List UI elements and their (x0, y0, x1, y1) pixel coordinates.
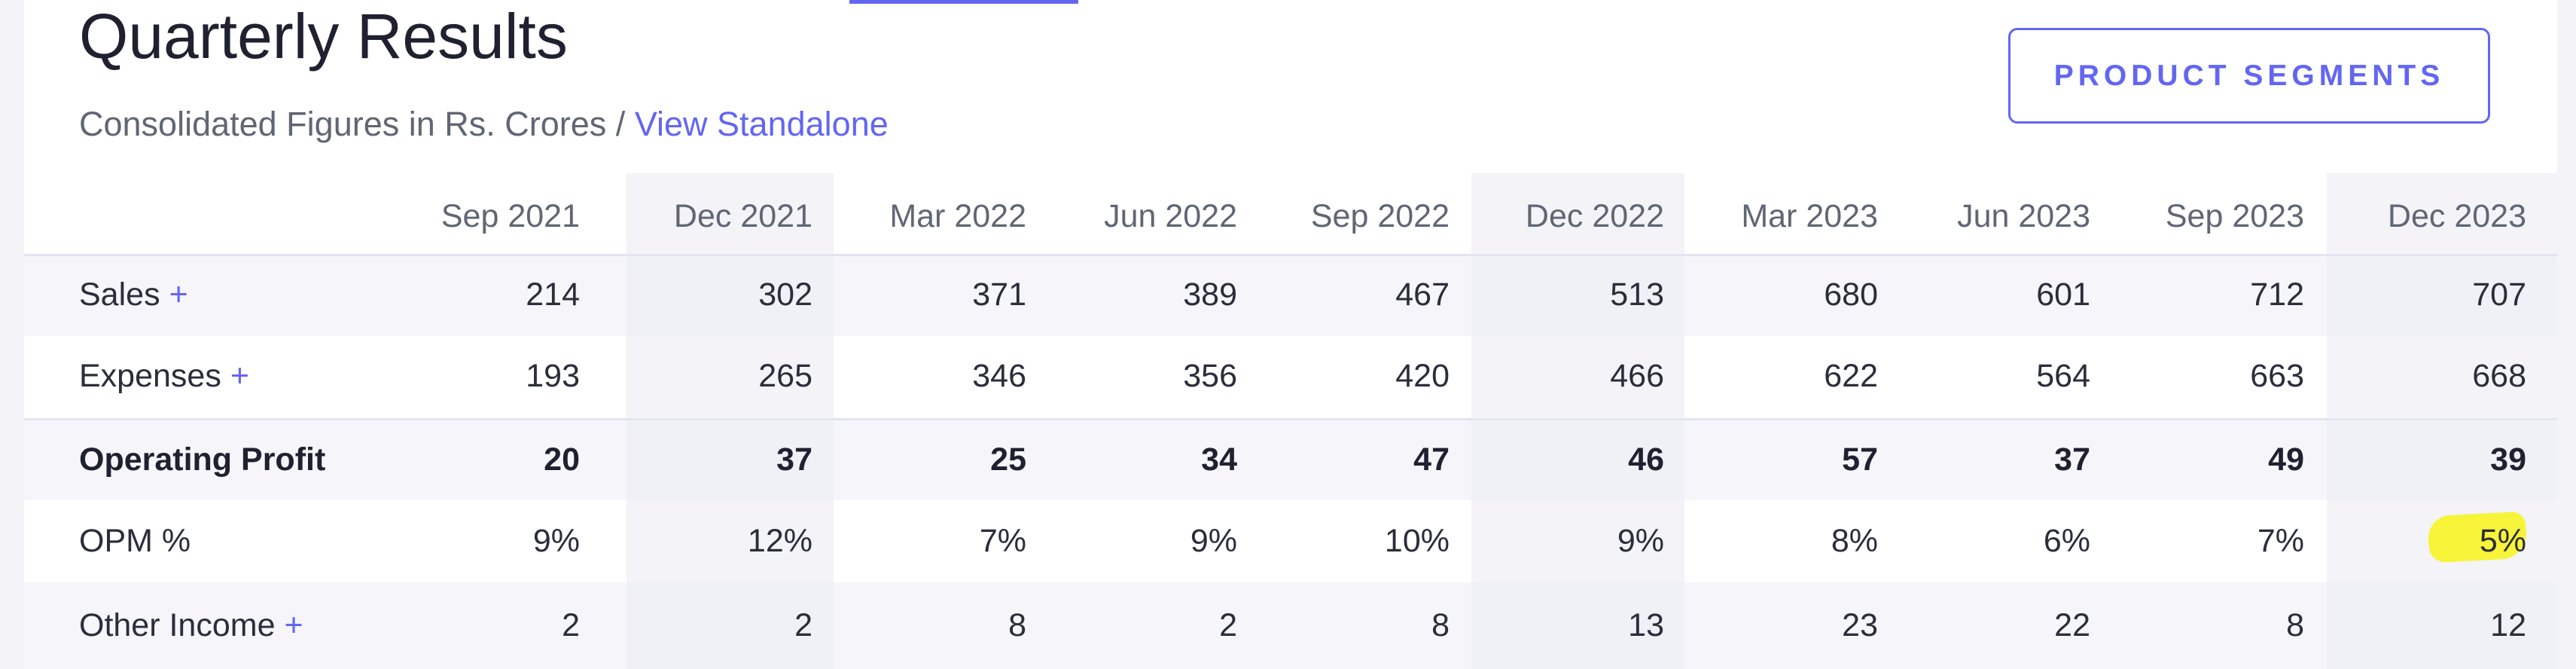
table-cell: 707 (2472, 276, 2526, 313)
table-cell: 12 (2490, 606, 2526, 643)
column-header: Sep 2021 (441, 198, 580, 234)
column-header: Mar 2022 (889, 198, 1026, 234)
row-label: Operating Profit (79, 441, 326, 478)
table-cell: 668 (2472, 358, 2526, 394)
row-label[interactable]: Expenses + (79, 360, 249, 393)
table-cell: 2 (794, 606, 812, 643)
page-title: Quarterly Results (79, 1, 568, 72)
expand-plus-icon[interactable]: + (169, 276, 188, 313)
table-cell: 663 (2250, 358, 2304, 394)
table-cell: 8% (1831, 522, 1878, 559)
expand-plus-icon[interactable]: + (230, 358, 249, 394)
table-cell: 47 (1413, 441, 1450, 478)
table-cell: 8 (1431, 606, 1450, 643)
table-cell: 57 (1842, 441, 1878, 478)
table-cell: 39 (2490, 441, 2526, 478)
subtitle: Consolidated Figures in Rs. Crores / Vie… (79, 107, 889, 141)
column-header: Jun 2023 (1957, 198, 2090, 234)
table-cell: 9% (1617, 522, 1664, 559)
table-cell: 9% (1190, 522, 1237, 559)
table-cell: 601 (2036, 276, 2090, 313)
table-cell: 346 (972, 358, 1026, 394)
expand-plus-icon[interactable]: + (284, 606, 303, 643)
subtitle-text: Consolidated Figures in Rs. Crores / (79, 105, 635, 143)
row-label-text: Operating Profit (79, 441, 326, 478)
table-cell: 371 (972, 276, 1026, 313)
table-cell: 37 (776, 441, 812, 478)
table-cell: 513 (1610, 276, 1664, 313)
product-segments-button[interactable]: PRODUCT SEGMENTS (2008, 28, 2490, 124)
column-header: Sep 2022 (1310, 198, 1450, 234)
row-stripe (24, 582, 2557, 669)
table-cell: 302 (758, 276, 812, 313)
table-cell: 420 (1395, 358, 1450, 394)
table-cell: 7% (979, 522, 1026, 559)
row-label-text: Other Income (79, 606, 276, 643)
table-cell: 12% (747, 522, 812, 559)
view-standalone-link[interactable]: View Standalone (634, 105, 889, 143)
table-cell: 22 (2054, 606, 2090, 643)
table-cell: 2 (562, 606, 580, 643)
table-cell: 564 (2036, 358, 2090, 394)
table-cell: 37 (2054, 441, 2090, 478)
table-cell: 6% (2043, 522, 2090, 559)
table-cell: 49 (2268, 441, 2304, 478)
table-cell: 20 (544, 441, 580, 478)
table-cell: 8 (2286, 606, 2304, 643)
row-label[interactable]: Other Income + (79, 609, 303, 642)
column-header: Sep 2023 (2165, 198, 2304, 234)
table-cell: 8 (1008, 606, 1026, 643)
column-header: Mar 2023 (1741, 198, 1878, 234)
table-cell: 7% (2257, 522, 2304, 559)
table-cell: 5% (2479, 522, 2526, 559)
column-header: Dec 2023 (2387, 198, 2526, 234)
row-label[interactable]: Sales + (79, 279, 188, 311)
table-cell: 23 (1842, 606, 1878, 643)
table-cell: 467 (1395, 276, 1450, 313)
table-cell: 10% (1384, 522, 1450, 559)
table-cell: 712 (2250, 276, 2304, 313)
table-cell: 680 (1824, 276, 1878, 313)
row-stripe (24, 420, 2557, 500)
column-header: Jun 2022 (1104, 198, 1237, 234)
table-cell: 9% (532, 522, 580, 559)
table-cell: 265 (758, 358, 812, 394)
row-label-text: OPM % (79, 522, 191, 559)
active-tab-indicator (849, 0, 1078, 4)
row-divider (24, 254, 2557, 256)
table-cell: 356 (1183, 358, 1237, 394)
table-cell: 214 (526, 276, 580, 313)
table-cell: 466 (1610, 358, 1664, 394)
row-label-text: Expenses (79, 358, 221, 394)
column-header: Dec 2021 (673, 198, 812, 234)
table-cell: 389 (1183, 276, 1237, 313)
row-stripe (24, 255, 2557, 336)
table-cell: 2 (1219, 606, 1237, 643)
table-cell: 46 (1628, 441, 1664, 478)
table-cell: 622 (1824, 358, 1878, 394)
quarterly-results-card: Quarterly Results Consolidated Figures i… (24, 0, 2557, 669)
table-cell: 34 (1201, 441, 1237, 478)
row-label: OPM % (79, 522, 191, 559)
row-divider (24, 418, 2557, 420)
row-label-text: Sales (79, 276, 160, 313)
table-cell: 25 (990, 441, 1026, 478)
table-cell: 193 (526, 358, 580, 394)
table-cell: 13 (1628, 606, 1664, 643)
column-header: Dec 2022 (1525, 198, 1664, 234)
